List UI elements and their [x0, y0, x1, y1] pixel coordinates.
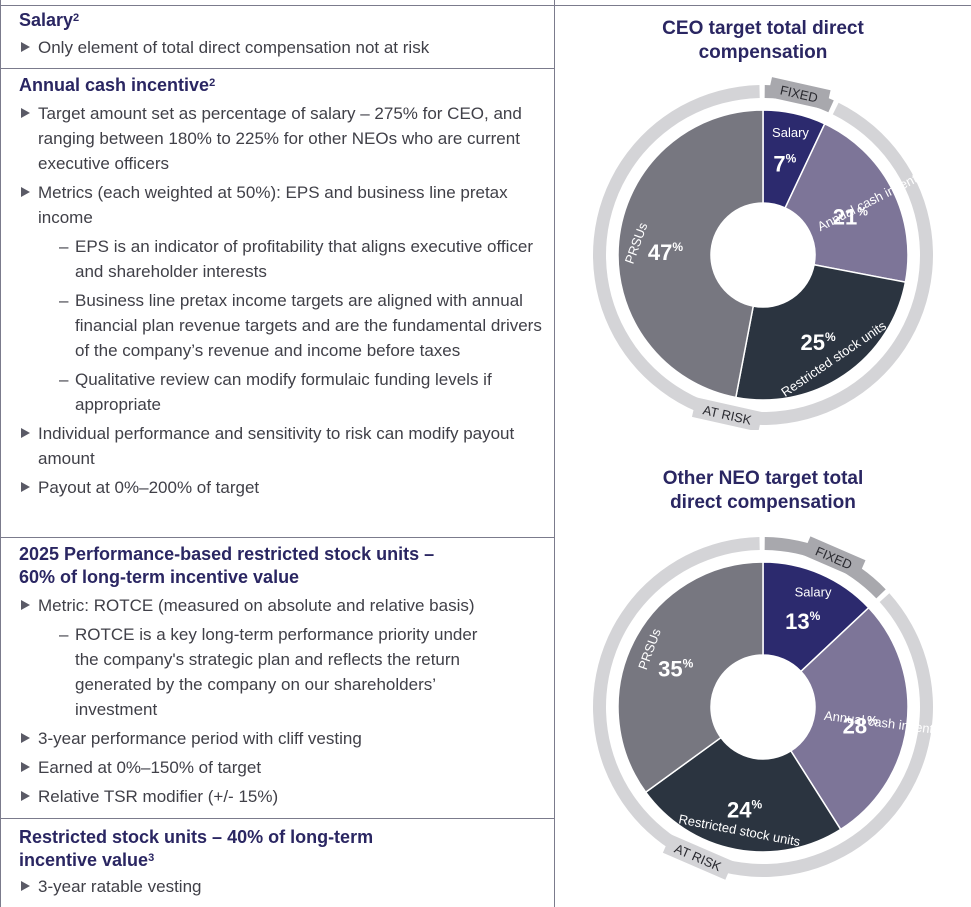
at-risk-label-box	[691, 397, 763, 430]
salary-bullet: Only element of total direct compensatio…	[19, 35, 555, 60]
value-label-annual-cash-incentive: 21%	[833, 205, 868, 230]
rsu-bullet-vesting: 3-year ratable vesting	[19, 874, 555, 899]
category-label-salary: Salary	[772, 125, 809, 140]
aci-sub-pretax: Business line pretax income targets are …	[19, 288, 555, 363]
charts-panel: CEO target total direct compensation FIXE…	[555, 0, 971, 907]
category-label-salary: Salary	[795, 584, 832, 599]
rsu-heading: Restricted stock units – 40% of long-ter…	[19, 827, 374, 870]
divider	[1, 537, 555, 538]
divider	[1, 68, 555, 69]
divider	[1, 818, 555, 819]
prsu-heading: 2025 Performance-based restricted stock …	[19, 544, 435, 587]
aci-heading: Annual cash incentive2	[19, 75, 216, 95]
prsu-section: 2025 Performance-based restricted stock …	[1, 543, 555, 809]
aci-sub-qualitative: Qualitative review can modify formulaic …	[19, 367, 555, 417]
aci-bullet-payout: Payout at 0%–200% of target	[19, 475, 555, 500]
donut-hole	[711, 203, 815, 307]
slice-restricted-stock-units	[644, 736, 842, 853]
prsu-bullet-period: 3-year performance period with cliff ves…	[19, 726, 555, 751]
prsu-bullet-earned: Earned at 0%–150% of target	[19, 755, 555, 780]
at-risk-label: AT RISK	[672, 841, 724, 875]
salary-section: Salary2 Only element of total direct com…	[1, 9, 555, 60]
aci-sub-eps: EPS is an indicator of profitability tha…	[19, 234, 555, 284]
aci-bullet-target: Target amount set as percentage of salar…	[19, 101, 555, 176]
at-risk-label-box	[662, 834, 734, 880]
prsu-bullet-tsr: Relative TSR modifier (+/- 15%)	[19, 784, 555, 809]
rsu-section: Restricted stock units – 40% of long-ter…	[1, 826, 555, 899]
annual-cash-incentive-section: Annual cash incentive2 Target amount set…	[1, 74, 555, 500]
ceo-chart-title: CEO target total direct compensation	[662, 18, 864, 63]
prsu-bullet-metric: Metric: ROTCE (measured on absolute and …	[19, 593, 555, 618]
outer-ring-fixed	[764, 537, 886, 599]
neo-chart-title: Other NEO target total direct compensatio…	[662, 468, 864, 513]
top-rule	[0, 5, 971, 6]
compensation-elements-panel: Salary2 Only element of total direct com…	[0, 0, 555, 907]
fixed-label-box	[767, 77, 831, 110]
aci-bullet-metrics: Metrics (each weighted at 50%): EPS and …	[19, 180, 555, 230]
fixed-label-box	[802, 536, 866, 579]
aci-bullet-individual: Individual performance and sensitivity t…	[19, 421, 555, 471]
donut-hole	[711, 655, 815, 759]
salary-heading: Salary2	[19, 10, 80, 30]
prsu-sub-rotce: ROTCE is a key long-term performance pri…	[19, 622, 555, 722]
